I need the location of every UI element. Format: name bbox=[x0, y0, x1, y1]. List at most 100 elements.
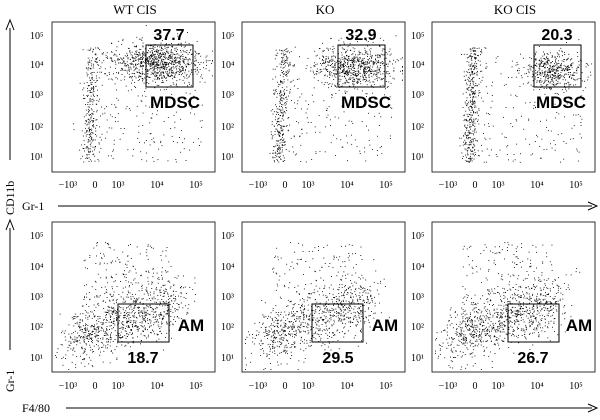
cell-event-dot bbox=[125, 337, 127, 339]
cell-event-dot bbox=[90, 337, 92, 339]
cell-event-dot bbox=[353, 70, 355, 71]
cell-event-dot bbox=[567, 81, 569, 83]
cell-event-dot bbox=[339, 284, 341, 286]
cell-event-dot bbox=[90, 95, 92, 97]
cell-event-dot bbox=[141, 100, 143, 102]
cell-event-dot bbox=[282, 149, 283, 151]
cell-event-dot bbox=[538, 74, 540, 76]
cell-event-dot bbox=[284, 104, 286, 106]
cell-event-dot bbox=[118, 40, 120, 42]
cell-event-dot bbox=[128, 312, 130, 314]
cell-event-dot bbox=[137, 330, 139, 332]
cell-event-dot bbox=[277, 81, 278, 83]
cell-event-dot bbox=[330, 38, 332, 40]
cell-event-dot bbox=[540, 84, 542, 86]
cell-event-dot bbox=[146, 289, 148, 291]
cell-event-dot bbox=[560, 64, 562, 66]
cell-event-dot bbox=[171, 57, 173, 59]
cell-event-dot bbox=[341, 66, 343, 68]
cell-event-dot bbox=[150, 325, 152, 327]
cell-event-dot bbox=[470, 101, 471, 103]
cell-event-dot bbox=[347, 46, 349, 48]
cell-event-dot bbox=[279, 105, 280, 107]
cell-event-dot bbox=[545, 61, 547, 63]
cell-event-dot bbox=[184, 82, 185, 84]
cell-event-dot bbox=[148, 334, 149, 336]
cell-event-dot bbox=[544, 71, 546, 73]
cell-event-dot bbox=[275, 49, 277, 51]
cell-event-dot bbox=[475, 57, 477, 58]
cell-event-dot bbox=[280, 91, 282, 93]
cell-event-dot bbox=[379, 65, 381, 66]
cell-event-dot bbox=[557, 55, 558, 57]
cell-event-dot bbox=[141, 311, 143, 313]
cell-event-dot bbox=[163, 71, 165, 73]
cell-event-dot bbox=[530, 66, 532, 68]
cell-event-dot bbox=[543, 54, 545, 56]
cell-event-dot bbox=[374, 70, 376, 72]
cell-event-dot bbox=[377, 62, 379, 64]
cell-event-dot bbox=[279, 49, 280, 51]
cell-event-dot bbox=[158, 85, 160, 86]
cell-event-dot bbox=[161, 145, 163, 147]
cell-event-dot bbox=[271, 121, 273, 123]
cell-event-dot bbox=[159, 75, 161, 77]
cell-event-dot bbox=[282, 129, 284, 131]
cell-event-dot bbox=[544, 80, 546, 82]
cell-event-dot bbox=[132, 324, 133, 325]
cell-event-dot bbox=[90, 114, 91, 115]
scatter-dots-bottom-wt-cis bbox=[55, 242, 196, 370]
cell-event-dot bbox=[321, 319, 323, 320]
cell-event-dot bbox=[97, 242, 98, 243]
cell-event-dot bbox=[88, 338, 90, 340]
cell-event-dot bbox=[145, 105, 147, 107]
cell-event-dot bbox=[171, 74, 172, 76]
cell-event-dot bbox=[141, 66, 143, 68]
cell-event-dot bbox=[87, 74, 89, 75]
cell-event-dot bbox=[277, 153, 279, 154]
cell-event-dot bbox=[355, 56, 357, 58]
cell-event-dot bbox=[473, 112, 474, 114]
cell-event-dot bbox=[195, 54, 197, 56]
cell-event-dot bbox=[286, 59, 288, 61]
cell-event-dot bbox=[371, 55, 373, 57]
cell-event-dot bbox=[377, 154, 378, 156]
cell-event-dot bbox=[369, 72, 371, 74]
cell-event-dot bbox=[277, 131, 279, 133]
cell-event-dot bbox=[185, 64, 187, 66]
cell-event-dot bbox=[154, 78, 156, 80]
cell-event-dot bbox=[89, 344, 91, 346]
cell-event-dot bbox=[387, 71, 389, 72]
cell-event-dot bbox=[547, 78, 549, 80]
cell-event-dot bbox=[476, 111, 478, 113]
cell-event-dot bbox=[157, 78, 158, 79]
cell-event-dot bbox=[328, 87, 330, 89]
cell-event-dot bbox=[476, 48, 478, 49]
cell-event-dot bbox=[170, 85, 172, 87]
cell-event-dot bbox=[136, 329, 138, 330]
cell-event-dot bbox=[150, 57, 152, 59]
cell-event-dot bbox=[291, 355, 293, 356]
cell-event-dot bbox=[377, 54, 379, 55]
cell-event-dot bbox=[321, 64, 323, 66]
cell-event-dot bbox=[534, 58, 536, 60]
cell-event-dot bbox=[568, 53, 570, 55]
cell-event-dot bbox=[88, 139, 90, 141]
cell-event-dot bbox=[285, 344, 287, 346]
cell-event-dot bbox=[110, 57, 112, 59]
cell-event-dot bbox=[128, 325, 130, 327]
cell-event-dot bbox=[106, 330, 108, 331]
cell-event-dot bbox=[152, 157, 154, 159]
cell-event-dot bbox=[299, 56, 300, 58]
cell-event-dot bbox=[135, 66, 137, 68]
cell-event-dot bbox=[129, 50, 131, 52]
cell-event-dot bbox=[105, 242, 106, 244]
cell-event-dot bbox=[142, 317, 143, 319]
cell-event-dot bbox=[381, 61, 383, 62]
cell-event-dot bbox=[380, 73, 382, 75]
cell-event-dot bbox=[365, 71, 366, 73]
cell-event-dot bbox=[371, 149, 373, 150]
cell-event-dot bbox=[152, 58, 154, 59]
cell-event-dot bbox=[182, 60, 184, 62]
cell-event-dot bbox=[548, 80, 549, 82]
